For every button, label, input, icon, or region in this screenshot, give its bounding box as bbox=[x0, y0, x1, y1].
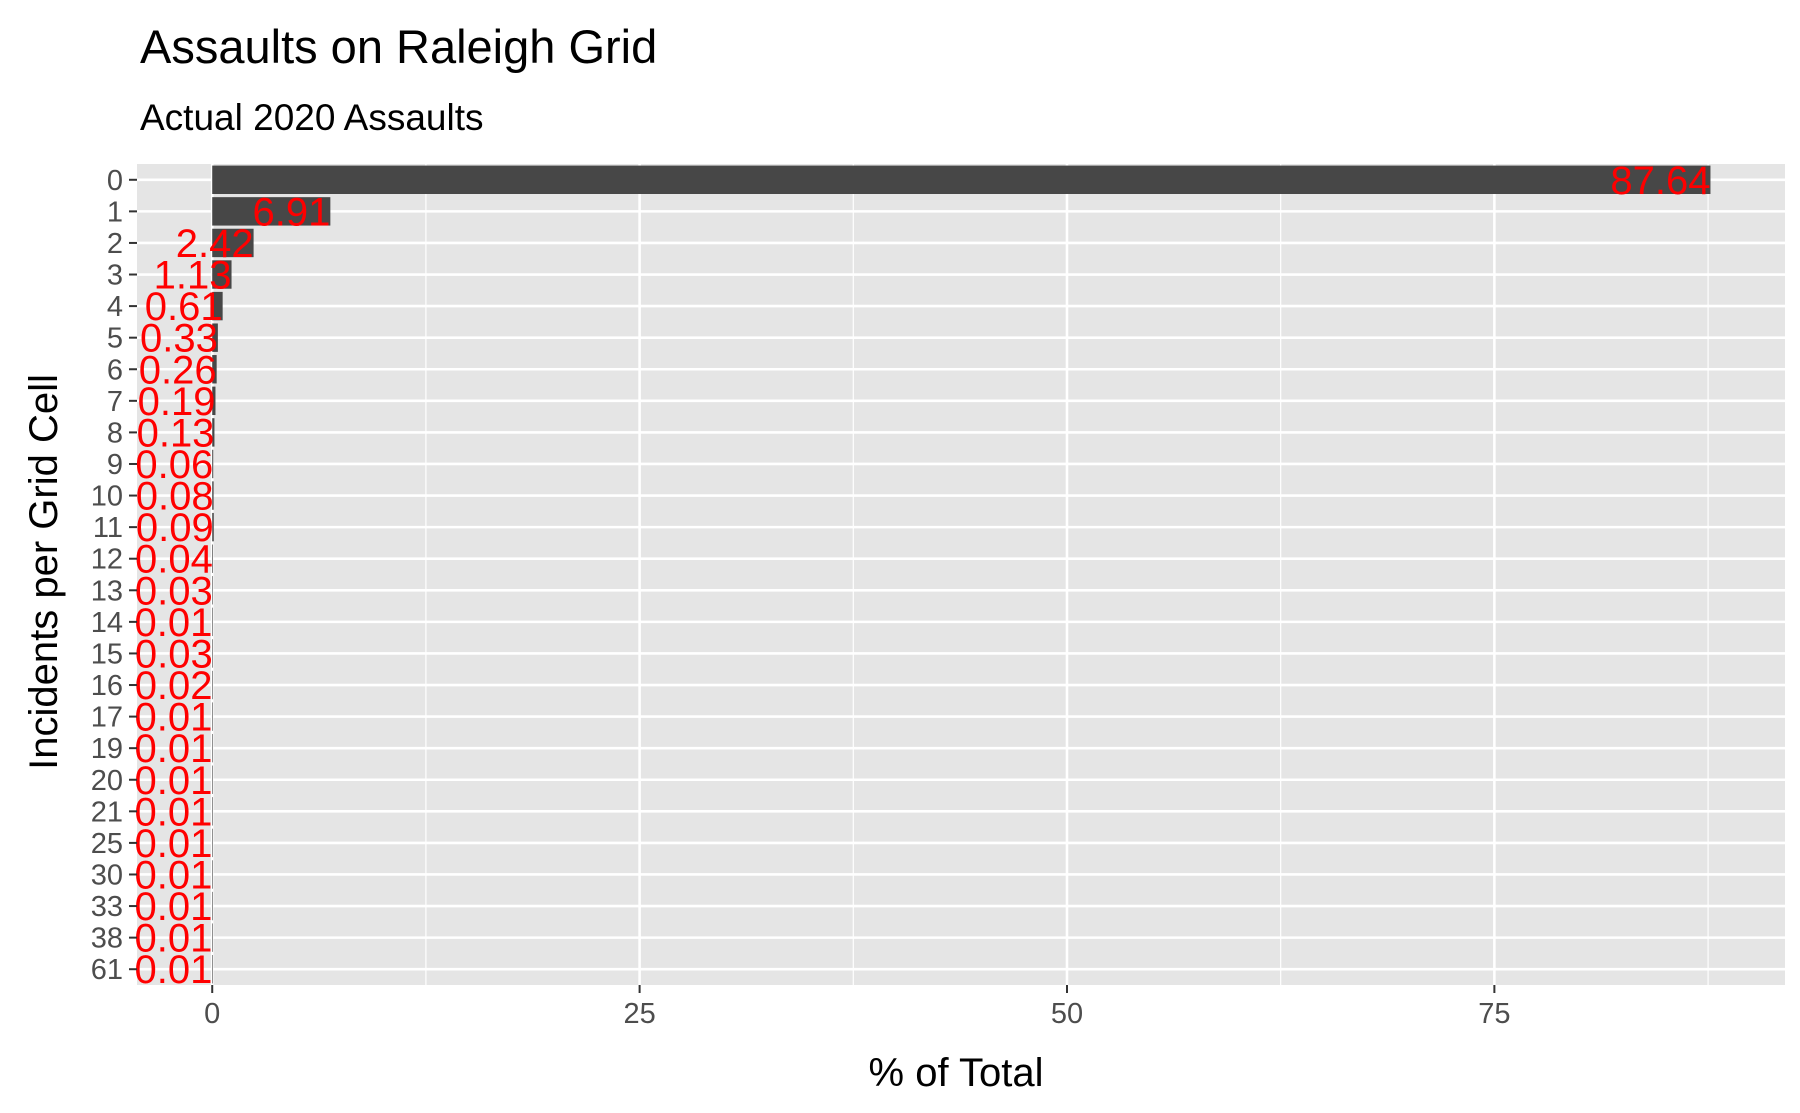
bar bbox=[212, 512, 214, 542]
bar bbox=[212, 891, 213, 921]
bar bbox=[212, 702, 213, 731]
x-tick-label: 0 bbox=[204, 998, 220, 1030]
chart-subtitle: Actual 2020 Assaults bbox=[140, 97, 484, 138]
y-tick-label: 1 bbox=[107, 196, 123, 228]
x-axis: 0 25 50 75 bbox=[204, 985, 1511, 1030]
bar bbox=[212, 860, 213, 889]
bar bbox=[212, 355, 217, 384]
gridlines bbox=[137, 164, 1785, 985]
y-tick-label: 12 bbox=[91, 544, 123, 576]
data-label: 0.01 bbox=[135, 601, 213, 645]
data-label: 0.08 bbox=[136, 475, 214, 519]
y-tick-label: 30 bbox=[91, 859, 123, 891]
data-label: 0.01 bbox=[135, 790, 213, 834]
data-label: 0.03 bbox=[135, 632, 213, 676]
y-tick-label: 19 bbox=[91, 733, 123, 765]
bar bbox=[212, 228, 254, 258]
data-label: 0.03 bbox=[135, 569, 213, 613]
data-label: 0.01 bbox=[135, 822, 213, 866]
data-label: 0.26 bbox=[139, 348, 217, 392]
data-label: 0.06 bbox=[135, 443, 213, 487]
bar bbox=[212, 923, 213, 952]
data-label: 6.91 bbox=[252, 190, 330, 234]
y-tick-label: 4 bbox=[107, 291, 123, 323]
y-tick-label: 11 bbox=[93, 512, 123, 544]
data-label: 0.01 bbox=[135, 885, 213, 929]
y-tick-label: 61 bbox=[91, 954, 123, 986]
bar bbox=[212, 670, 213, 700]
data-label: 2.42 bbox=[176, 222, 254, 266]
bar bbox=[212, 481, 214, 510]
x-axis-title: % of Total bbox=[869, 1051, 1044, 1095]
bar bbox=[212, 733, 213, 763]
bar bbox=[212, 576, 213, 605]
data-label: 0.33 bbox=[140, 317, 218, 361]
data-label: 0.01 bbox=[135, 853, 213, 897]
y-tick-label: 21 bbox=[91, 796, 123, 828]
bar bbox=[212, 291, 223, 321]
bar bbox=[212, 197, 331, 226]
bar bbox=[212, 418, 215, 447]
bar bbox=[212, 323, 218, 352]
data-label: 1.13 bbox=[154, 254, 232, 298]
y-tick-label: 0 bbox=[107, 165, 123, 197]
bar bbox=[212, 386, 216, 416]
y-tick-label: 16 bbox=[91, 670, 123, 702]
bar bbox=[212, 797, 213, 826]
data-label: 0.01 bbox=[135, 917, 213, 961]
x-tick-label: 75 bbox=[1478, 998, 1510, 1030]
y-tick-label: 9 bbox=[107, 449, 123, 481]
data-label: 0.02 bbox=[135, 664, 213, 708]
y-tick-label: 5 bbox=[107, 323, 123, 355]
plot-panel bbox=[137, 164, 1785, 985]
y-tick-label: 6 bbox=[107, 354, 123, 386]
y-tick-label: 17 bbox=[91, 702, 123, 734]
data-label: 0.19 bbox=[138, 380, 216, 424]
data-label: 0.61 bbox=[145, 285, 223, 329]
y-tick-label: 33 bbox=[91, 891, 123, 923]
y-tick-label: 3 bbox=[107, 260, 123, 292]
y-tick-label: 38 bbox=[91, 923, 123, 955]
data-label: 0.01 bbox=[135, 696, 213, 740]
data-label: 0.01 bbox=[135, 948, 213, 992]
data-labels: 87.646.912.421.130.610.330.260.190.130.0… bbox=[135, 159, 1711, 992]
y-tick-label: 10 bbox=[91, 481, 123, 513]
bar bbox=[212, 449, 214, 479]
x-tick-label: 25 bbox=[623, 998, 655, 1030]
bar bbox=[212, 765, 213, 794]
bar bbox=[212, 544, 213, 573]
chart-title: Assaults on Raleigh Grid bbox=[140, 20, 657, 73]
data-label: 0.04 bbox=[135, 538, 213, 582]
data-label: 0.13 bbox=[137, 411, 215, 455]
data-label: 0.01 bbox=[135, 759, 213, 803]
bars bbox=[212, 165, 1711, 984]
bar bbox=[212, 260, 232, 289]
data-label: 0.09 bbox=[136, 506, 214, 550]
y-tick-label: 25 bbox=[91, 828, 123, 860]
data-label: 0.01 bbox=[135, 727, 213, 771]
data-label: 87.64 bbox=[1610, 159, 1710, 203]
y-tick-label: 2 bbox=[107, 228, 123, 260]
y-tick-label: 20 bbox=[91, 765, 123, 797]
y-tick-label: 15 bbox=[91, 638, 123, 670]
y-tick-label: 13 bbox=[91, 575, 123, 607]
x-tick-label: 50 bbox=[1051, 998, 1083, 1030]
y-tick-label: 14 bbox=[91, 607, 123, 639]
y-tick-label: 7 bbox=[107, 386, 123, 418]
bar bbox=[212, 607, 213, 637]
bar bbox=[212, 828, 213, 858]
bar bbox=[212, 639, 213, 668]
bar bbox=[212, 955, 213, 984]
y-axis-title: Incidents per Grid Cell bbox=[22, 374, 66, 770]
y-tick-label: 8 bbox=[107, 417, 123, 449]
y-axis: 0123456789101112131415161719202125303338… bbox=[91, 165, 137, 986]
bar bbox=[212, 165, 1711, 194]
